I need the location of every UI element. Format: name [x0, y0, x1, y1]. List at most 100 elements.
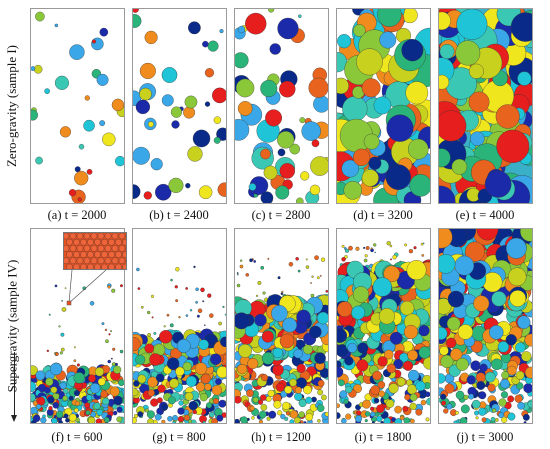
- grain: [475, 416, 479, 420]
- grain: [296, 197, 304, 203]
- grain: [188, 400, 198, 411]
- grain: [215, 378, 222, 385]
- grain: [258, 399, 264, 405]
- grain: [235, 312, 250, 330]
- grain: [155, 373, 165, 383]
- grain: [498, 412, 505, 419]
- grain: [161, 94, 174, 107]
- panel-a: [30, 8, 125, 204]
- grain: [185, 183, 191, 189]
- particle: [320, 257, 326, 262]
- grain: [521, 351, 532, 362]
- grain: [44, 88, 50, 94]
- grain: [394, 418, 403, 423]
- grain: [272, 347, 284, 359]
- grain: [363, 133, 380, 150]
- grain: [439, 298, 452, 315]
- grain: [466, 375, 476, 385]
- grain: [133, 388, 139, 397]
- grain: [177, 407, 185, 415]
- grain: [87, 416, 96, 423]
- grain: [420, 399, 427, 406]
- grain: [192, 129, 211, 148]
- row-label-zero-gravity-text: Zero-gravity (sample I): [4, 44, 20, 168]
- grain: [100, 390, 108, 398]
- grain: [515, 382, 524, 390]
- grain: [86, 394, 93, 401]
- inset-grain: [64, 245, 70, 252]
- grain: [294, 416, 301, 423]
- grain: [36, 396, 46, 406]
- particle: [370, 247, 373, 250]
- grain: [524, 366, 532, 379]
- particle: [140, 305, 144, 309]
- particle: [297, 269, 301, 273]
- grain: [321, 394, 327, 401]
- micrograph-d: [337, 9, 430, 203]
- inset-grain: [66, 251, 73, 258]
- grain: [33, 64, 43, 74]
- inset-grain: [73, 251, 80, 258]
- grain: [200, 373, 211, 384]
- particle: [111, 357, 113, 360]
- grain: [93, 402, 101, 410]
- grain: [198, 185, 213, 200]
- grain: [298, 398, 307, 408]
- particle: [101, 322, 105, 326]
- grain: [44, 386, 51, 394]
- grain: [298, 14, 302, 18]
- grain: [482, 272, 503, 293]
- grain: [337, 344, 349, 358]
- grain: [443, 408, 449, 414]
- inset-grain: [87, 238, 94, 246]
- grain: [405, 81, 429, 105]
- particle: [111, 288, 116, 293]
- grain: [468, 63, 484, 79]
- particle: [185, 287, 188, 290]
- particle: [257, 280, 262, 285]
- particle: [240, 259, 243, 262]
- particle: [341, 257, 346, 262]
- grain: [279, 163, 295, 179]
- grain: [54, 75, 69, 90]
- grain: [268, 9, 275, 13]
- grain: [195, 382, 206, 392]
- grain: [489, 325, 504, 340]
- grain: [403, 360, 414, 371]
- grain: [207, 40, 219, 52]
- grain: [407, 384, 417, 395]
- grain: [86, 168, 93, 175]
- inset-grain: [108, 238, 115, 246]
- particle: [64, 287, 67, 290]
- grain: [507, 395, 515, 403]
- grain: [59, 126, 72, 138]
- grain: [135, 354, 146, 365]
- grain: [517, 401, 525, 410]
- grain: [301, 121, 321, 141]
- grain: [439, 74, 450, 90]
- grain: [31, 406, 38, 415]
- particle: [413, 246, 417, 250]
- grain: [157, 384, 166, 393]
- particle: [200, 287, 205, 293]
- grain: [275, 185, 290, 200]
- grain: [183, 414, 190, 421]
- particle: [60, 347, 65, 352]
- grain: [213, 136, 221, 144]
- grain: [198, 339, 209, 350]
- panel-i: [336, 228, 431, 424]
- grain: [192, 409, 197, 415]
- micrograph-e: [439, 9, 532, 203]
- grain: [478, 407, 487, 416]
- particle: [107, 285, 111, 289]
- grain: [235, 119, 250, 141]
- grain: [385, 399, 395, 408]
- particle: [170, 278, 173, 282]
- grain: [289, 419, 295, 423]
- panel-e: [438, 8, 533, 204]
- particle: [169, 323, 174, 328]
- inset-grain: [76, 257, 84, 265]
- particle: [295, 257, 299, 261]
- particle: [203, 324, 206, 326]
- grain: [389, 331, 403, 345]
